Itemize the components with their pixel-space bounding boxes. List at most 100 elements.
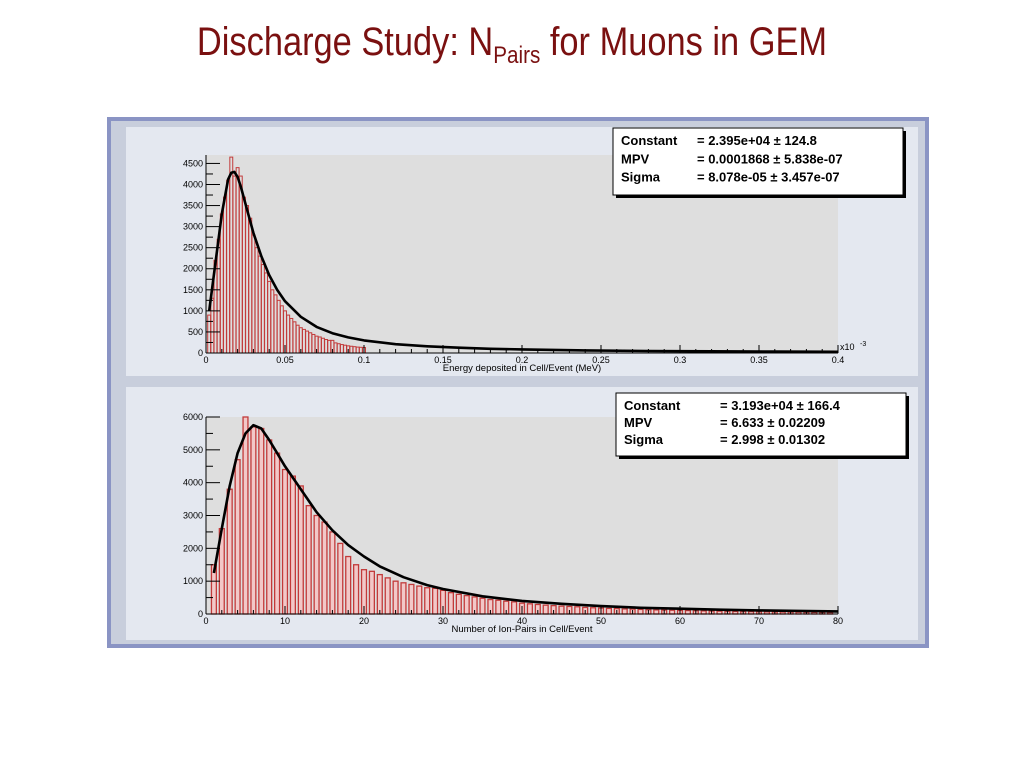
x-tick-label: 0.1	[358, 355, 371, 365]
x-tick-label: 0.05	[276, 355, 294, 365]
y-tick-label: 3000	[183, 511, 203, 521]
y-tick-label: 2000	[183, 543, 203, 553]
histogram-bar	[637, 608, 644, 615]
histogram-bar	[447, 592, 455, 615]
y-tick-label: 2000	[183, 264, 203, 274]
histogram-bar	[495, 599, 502, 615]
x-axis-multiplier-exponent: -3	[860, 341, 866, 348]
histogram-bar	[234, 459, 241, 615]
histogram-bar	[329, 531, 336, 615]
y-tick-label: 1000	[183, 306, 203, 316]
root-canvas-figure: 0 500 1000 1500 2000 2500 3000 3500 4000 4500 0 0.0…	[107, 117, 929, 648]
histogram-bar	[281, 468, 289, 615]
stats-label: Sigma	[624, 432, 664, 447]
histogram-bar	[416, 585, 423, 615]
histogram-bar	[305, 504, 312, 615]
histogram-bar	[250, 426, 257, 615]
y-tick-label: 5000	[183, 445, 203, 455]
stats-value: = 2.998 ± 0.01302	[720, 432, 825, 447]
histogram-bar	[574, 606, 581, 615]
y-tick-label: 2500	[183, 243, 203, 253]
histogram-bar	[558, 605, 565, 615]
histogram-bar	[408, 583, 415, 615]
histogram-bar	[392, 580, 399, 615]
stats-label: MPV	[624, 415, 653, 430]
histogram-bar	[337, 542, 344, 615]
stats-value: = 0.0001868 ± 5.838e-07	[697, 151, 843, 166]
title-suffix: for Muons in GEM	[540, 20, 828, 64]
histogram-bar	[376, 573, 383, 615]
histogram-bar	[621, 608, 628, 615]
histogram-bar	[510, 601, 518, 615]
x-tick-label: 20	[359, 616, 369, 626]
x-tick-label: 0	[203, 355, 208, 365]
y-tick-label: 0	[198, 609, 203, 619]
x-tick-label: 0.3	[674, 355, 687, 365]
stats-value: = 8.078e-05 ± 3.457e-07	[697, 170, 840, 185]
y-tick-label: 1000	[183, 576, 203, 586]
histogram-bar	[289, 475, 296, 615]
histogram-bar	[589, 607, 597, 615]
histogram-bar	[653, 609, 660, 615]
y-tick-label: 500	[188, 327, 203, 337]
histogram-bar	[321, 521, 328, 615]
stats-value: = 6.633 ± 0.02209	[720, 415, 825, 430]
histogram-bar	[684, 609, 692, 615]
title-subscript: Pairs	[493, 42, 541, 69]
title-prefix: Discharge Study: N	[196, 20, 494, 64]
fit-curve	[207, 170, 839, 354]
histogram-bar	[431, 587, 439, 615]
histogram-bar	[526, 603, 534, 615]
x-tick-label: 50	[596, 616, 606, 626]
x-tick-label: 0.15	[434, 355, 452, 365]
histogram-bar	[352, 564, 360, 615]
fit-curve	[212, 423, 839, 613]
stats-label: MPV	[621, 151, 650, 166]
slide-title: Discharge Study: NPairs for Muons in GEM	[72, 20, 953, 68]
histogram-bar	[258, 427, 265, 615]
histogram-bar	[384, 577, 391, 615]
x-tick-label: 40	[517, 616, 527, 626]
y-tick-label: 4500	[183, 158, 203, 168]
x-tick-label: 0.25	[592, 355, 610, 365]
histogram-bar	[463, 594, 470, 615]
x-tick-label: 10	[280, 616, 290, 626]
x-tick-label: 0.35	[750, 355, 768, 365]
stats-value: = 2.395e+04 ± 124.8	[697, 133, 817, 148]
x-tick-label: 70	[754, 616, 764, 626]
histogram-bar	[542, 604, 549, 615]
y-tick-label: 3500	[183, 201, 203, 211]
y-tick-label: 4000	[183, 478, 203, 488]
stats-label: Sigma	[621, 170, 661, 185]
stats-label: Constant	[624, 398, 681, 413]
x-tick-label: 0	[203, 616, 208, 626]
histogram-bar	[479, 597, 486, 615]
x-tick-label: 80	[833, 616, 843, 626]
stats-box	[612, 127, 904, 196]
histogram-bar	[400, 582, 407, 615]
stats-value: = 3.193e+04 ± 166.4	[720, 398, 841, 413]
x-tick-label: 0.4	[832, 355, 845, 365]
x-axis-multiplier: x10	[840, 342, 855, 352]
x-tick-label: 60	[675, 616, 685, 626]
chart-ion-pairs: 0 1000 2000 3000 4000 5000 6000 0 10 20 30 40 50 60 70…	[183, 392, 909, 635]
x-axis-label: Energy deposited in Cell/Event (MeV)	[443, 363, 601, 374]
histogram-bar	[242, 416, 249, 615]
histogram-bar	[266, 439, 273, 615]
histogram-bar	[345, 555, 352, 615]
y-tick-label: 1500	[183, 285, 203, 295]
stats-label: Constant	[621, 133, 678, 148]
x-axis-label: Number of Ion-Pairs in Cell/Event	[452, 624, 593, 635]
histogram-bar	[226, 488, 233, 615]
histogram-bar	[273, 452, 281, 615]
y-tick-label: 4000	[183, 179, 203, 189]
y-tick-label: 0	[198, 348, 203, 358]
y-tick-label: 6000	[183, 412, 203, 422]
histogram-bar	[669, 609, 676, 615]
stats-box	[615, 392, 907, 457]
x-tick-label: 0.2	[516, 355, 529, 365]
histogram-bar	[297, 485, 304, 615]
histogram-bar	[605, 607, 613, 615]
x-tick-label: 30	[438, 616, 448, 626]
